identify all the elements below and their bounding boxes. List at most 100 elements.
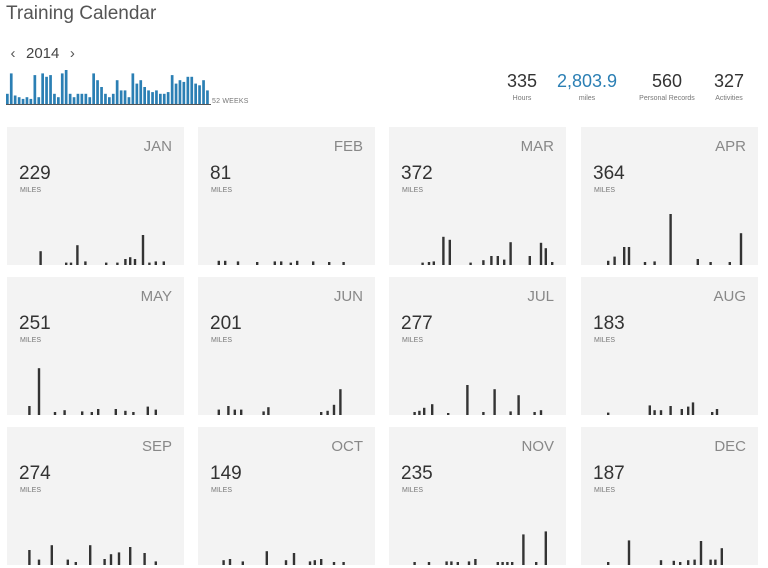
week-bar[interactable] <box>49 75 52 104</box>
month-card-aug[interactable]: AUG 183 MILES <box>581 277 758 415</box>
run-bar[interactable] <box>493 389 496 415</box>
week-bar[interactable] <box>104 93 107 104</box>
run-bar[interactable] <box>224 260 227 265</box>
run-bar[interactable] <box>97 409 100 415</box>
run-bar[interactable] <box>154 409 157 415</box>
run-bar[interactable] <box>273 261 276 265</box>
week-bar[interactable] <box>115 80 119 104</box>
run-bar[interactable] <box>148 262 151 265</box>
run-bar[interactable] <box>551 262 554 265</box>
run-bar[interactable] <box>320 559 323 565</box>
run-bar[interactable] <box>413 412 416 415</box>
run-bar[interactable] <box>482 260 485 265</box>
run-bar[interactable] <box>539 410 543 415</box>
run-bar[interactable] <box>696 259 699 265</box>
run-bar[interactable] <box>65 262 68 265</box>
run-bar[interactable] <box>653 261 656 265</box>
run-bar[interactable] <box>132 412 135 415</box>
run-bar[interactable] <box>535 562 538 565</box>
run-bar[interactable] <box>456 562 459 565</box>
run-bar[interactable] <box>643 262 647 265</box>
run-bar[interactable] <box>81 411 84 415</box>
week-bar[interactable] <box>155 90 158 104</box>
run-bar[interactable] <box>28 550 31 565</box>
week-bar[interactable] <box>151 92 154 104</box>
weekly-mileage-chart[interactable] <box>6 68 246 108</box>
run-bar[interactable] <box>445 561 448 565</box>
week-bar[interactable] <box>100 87 103 104</box>
week-bar[interactable] <box>92 73 95 104</box>
week-bar[interactable] <box>80 93 84 104</box>
run-bar[interactable] <box>691 402 695 415</box>
run-bar[interactable] <box>482 412 485 415</box>
run-bar[interactable] <box>607 260 610 265</box>
run-bar[interactable] <box>447 413 450 415</box>
week-bar[interactable] <box>127 97 131 104</box>
week-bar[interactable] <box>29 98 33 104</box>
month-card-apr[interactable]: APR 364 MILES <box>581 127 758 265</box>
run-bar[interactable] <box>613 256 616 265</box>
run-bar[interactable] <box>431 404 434 415</box>
week-bar[interactable] <box>131 73 135 104</box>
run-bar[interactable] <box>109 554 113 565</box>
run-bar[interactable] <box>687 560 690 565</box>
run-bar[interactable] <box>699 541 703 565</box>
run-bar[interactable] <box>320 412 323 415</box>
run-bar[interactable] <box>256 262 259 265</box>
run-bar[interactable] <box>222 560 225 565</box>
run-bar[interactable] <box>653 410 656 415</box>
run-bar[interactable] <box>669 406 672 415</box>
week-bar[interactable] <box>6 93 9 104</box>
run-bar[interactable] <box>39 251 42 265</box>
chevron-left-icon[interactable]: ‹ <box>10 45 16 62</box>
week-bar[interactable] <box>147 90 150 104</box>
run-bar[interactable] <box>623 247 626 265</box>
run-bar[interactable] <box>240 409 243 415</box>
run-bar[interactable] <box>432 261 435 265</box>
run-bar[interactable] <box>69 262 73 265</box>
week-bar[interactable] <box>68 93 72 104</box>
run-bar[interactable] <box>659 410 663 415</box>
week-bar[interactable] <box>45 76 48 104</box>
week-bar[interactable] <box>162 93 166 104</box>
week-bar[interactable] <box>190 76 194 104</box>
run-bar[interactable] <box>66 559 69 565</box>
run-bar[interactable] <box>509 411 512 415</box>
run-bar[interactable] <box>467 561 471 565</box>
week-bar[interactable] <box>206 90 209 104</box>
week-bar[interactable] <box>84 93 88 104</box>
run-bar[interactable] <box>496 562 499 565</box>
run-bar[interactable] <box>124 259 127 265</box>
week-bar[interactable] <box>57 97 60 104</box>
run-bar[interactable] <box>28 406 31 415</box>
month-card-dec[interactable]: DEC 187 MILES <box>581 427 758 565</box>
week-bar[interactable] <box>64 70 68 104</box>
month-card-may[interactable]: MAY 251 MILES <box>7 277 184 415</box>
month-card-oct[interactable]: OCT 149 MILES <box>198 427 375 565</box>
run-bar[interactable] <box>659 560 663 565</box>
run-bar[interactable] <box>474 559 477 565</box>
run-bar[interactable] <box>74 562 77 565</box>
week-bar[interactable] <box>33 75 37 104</box>
run-bar[interactable] <box>53 412 57 415</box>
week-bar[interactable] <box>41 73 44 104</box>
month-card-mar[interactable]: MAR 372 MILES <box>389 127 566 265</box>
month-card-feb[interactable]: FEB 81 MILES <box>198 127 375 265</box>
run-bar[interactable] <box>217 409 220 415</box>
run-bar[interactable] <box>37 559 41 565</box>
chevron-right-icon[interactable]: › <box>69 45 75 62</box>
month-card-sep[interactable]: SEP 274 MILES <box>7 427 184 565</box>
month-card-nov[interactable]: NOV 235 MILES <box>389 427 566 565</box>
run-bar[interactable] <box>103 559 106 565</box>
run-bar[interactable] <box>129 547 132 565</box>
run-bar[interactable] <box>627 540 631 565</box>
run-bar[interactable] <box>711 412 714 415</box>
run-bar[interactable] <box>228 559 232 565</box>
run-bar[interactable] <box>63 410 66 415</box>
run-bar[interactable] <box>265 551 268 565</box>
month-card-jun[interactable]: JUN 201 MILES <box>198 277 375 415</box>
run-bar[interactable] <box>328 262 331 265</box>
run-bar[interactable] <box>332 562 336 565</box>
run-bar[interactable] <box>693 559 696 565</box>
run-bar[interactable] <box>313 560 316 565</box>
